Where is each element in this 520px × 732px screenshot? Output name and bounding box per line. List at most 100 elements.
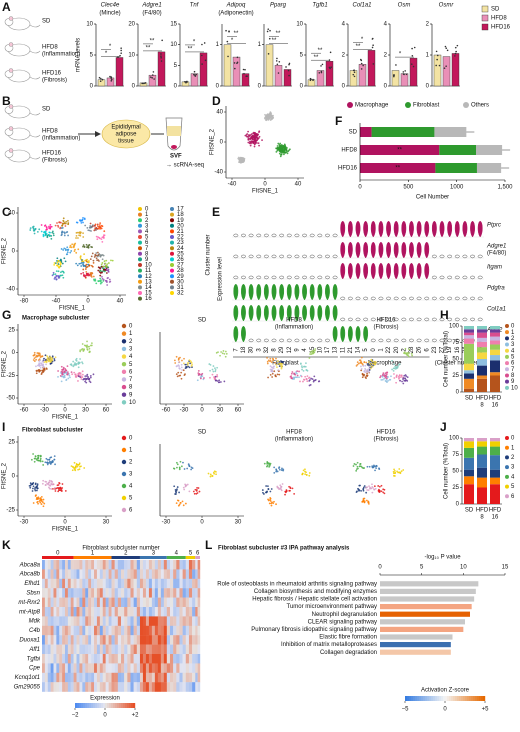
y-tick-label: 0: [300, 84, 304, 90]
cell-dot: [87, 274, 90, 277]
cell-dot: [406, 380, 409, 382]
heat-cell: [197, 682, 201, 692]
dot: [412, 65, 415, 68]
heat-cell: [166, 616, 171, 626]
heat-cell: [130, 682, 134, 692]
heat-cell: [121, 635, 125, 645]
heat-cell: [124, 578, 128, 589]
heat-cell: [53, 644, 57, 655]
cell-dot: [60, 380, 63, 383]
cell-dot: [44, 484, 47, 486]
heat-cell: [124, 625, 128, 636]
legend-dot: [138, 240, 142, 245]
cell-dot: [399, 376, 402, 379]
cell-dot: [190, 362, 193, 364]
cell-dot: [64, 368, 67, 370]
cell-dot: [272, 367, 275, 370]
cell-dot: [50, 225, 53, 228]
bar: [380, 604, 472, 610]
violin: [271, 338, 277, 343]
cell-dot: [46, 356, 49, 359]
cell-dot: [213, 472, 216, 475]
x-tick-label: -60: [162, 408, 171, 414]
mouse-tail: [29, 76, 41, 80]
gene-label: C4b: [29, 628, 41, 634]
cell-dot: [41, 460, 44, 463]
heat-cell: [169, 578, 174, 589]
cell-dot: [270, 361, 273, 364]
legend-dot: [405, 102, 411, 108]
heat-cell: [62, 578, 66, 589]
group-label: HFD8: [42, 45, 58, 51]
cell-dot: [57, 225, 60, 228]
bar: [464, 373, 474, 379]
cell-dot: [290, 375, 293, 378]
violin: [378, 220, 384, 238]
colorbar: [439, 696, 442, 701]
cell-dot: [301, 368, 303, 371]
cell-dot: [45, 228, 48, 231]
cell-dot: [38, 363, 41, 366]
heat-cell: [76, 654, 80, 664]
cell-dot: [269, 373, 272, 376]
heat-cell: [176, 672, 180, 683]
cell-dot: [57, 486, 60, 489]
cell-dot: [266, 362, 269, 365]
heat-cell: [53, 625, 57, 636]
cell-dot: [63, 371, 66, 374]
violin: [347, 241, 353, 259]
cell-dot: [69, 244, 72, 247]
heat-cell: [142, 560, 147, 570]
heat-cell: [99, 578, 103, 589]
cell-dot: [43, 358, 46, 361]
cell-dot: [369, 363, 372, 366]
cell-dot: [34, 356, 37, 359]
cell-dot: [50, 488, 53, 490]
cell-dot: [96, 255, 99, 258]
heat-cell: [145, 625, 150, 636]
colorbar: [441, 696, 444, 701]
dot: [445, 47, 448, 49]
cell-dot: [75, 360, 78, 362]
cell-dot: [356, 461, 359, 464]
heat-cell: [108, 588, 112, 598]
group-label: (Fibrosis): [42, 158, 67, 164]
cell-dot: [80, 378, 83, 380]
heat-cell: [133, 616, 137, 626]
x-tick-label: 21: [348, 346, 354, 353]
heat-cell: [188, 682, 193, 692]
heat-cell: [154, 588, 159, 598]
x-tick-label: 26: [417, 346, 423, 353]
violin: [416, 220, 422, 238]
cell-dot: [198, 490, 201, 493]
cell-dot: [381, 378, 384, 381]
cell-dot: [48, 479, 51, 482]
legend-label: 27: [177, 263, 184, 269]
heat-cell: [192, 569, 196, 579]
cell-dot: [48, 225, 50, 228]
cell-dot: [216, 374, 218, 376]
cell-dot: [398, 374, 401, 377]
cell-dot: [252, 142, 255, 145]
cell-dot: [186, 364, 189, 366]
violin: [325, 275, 330, 280]
heat-cell: [136, 625, 141, 636]
cell-dot: [103, 234, 106, 237]
gene-label: Duoxa1: [19, 637, 40, 643]
heat-cell: [157, 625, 162, 636]
cell-dot: [93, 279, 96, 282]
axis-title: FItSNE_2: [210, 128, 216, 155]
cell-dot: [80, 265, 83, 267]
cell-dot: [304, 468, 306, 471]
violin: [409, 317, 414, 322]
dot: [195, 73, 198, 76]
bar: [360, 145, 440, 155]
heat-cell: [64, 672, 69, 683]
dot: [228, 30, 230, 32]
cell-dot: [83, 264, 86, 267]
heat-cell: [73, 607, 77, 617]
heat-cell: [169, 663, 174, 673]
cell-dot: [280, 367, 283, 370]
cell-dot: [360, 369, 363, 372]
dot: [455, 50, 457, 53]
